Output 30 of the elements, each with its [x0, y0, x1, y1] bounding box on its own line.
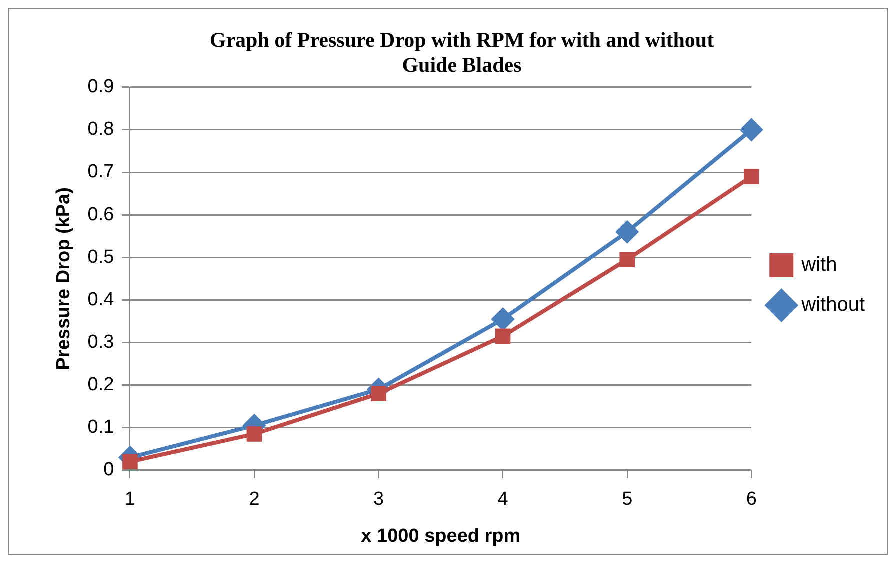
point	[246, 426, 262, 442]
point	[492, 308, 514, 330]
legend-label: with	[800, 254, 838, 276]
y-tick-label: 0.9	[88, 76, 114, 98]
x-tick-label: 5	[622, 489, 633, 510]
x-tick-label: 6	[746, 489, 757, 510]
point	[740, 118, 763, 141]
legend-label: without	[800, 294, 866, 316]
y-tick-label: 0.7	[88, 162, 114, 183]
point	[371, 386, 386, 402]
y-tick-label: 0.1	[88, 417, 114, 438]
x-tick-label: 1	[124, 489, 136, 510]
y-tick-label: 0.5	[88, 246, 114, 268]
x-tick-label: 4	[498, 489, 509, 510]
point	[122, 454, 138, 470]
y-tick-label: 0.3	[88, 332, 114, 353]
x-axis-title: x 1000 speed rpm	[361, 526, 521, 547]
y-axis-title: Pressure Drop (kPa)	[54, 188, 75, 370]
x-tick-label: 3	[373, 489, 384, 510]
y-tick-label: 0	[104, 460, 114, 481]
y-tick-label: 0.4	[88, 289, 115, 310]
y-tick-label: 0.6	[88, 204, 114, 226]
x-tick-label: 2	[249, 489, 260, 510]
chart-title: Graph of Pressure Drop with RPM for with and without Guide Blades	[210, 28, 714, 78]
point	[620, 252, 636, 268]
point	[744, 169, 760, 184]
y-tick-label: 0.8	[88, 119, 114, 140]
y-tick-label: 0.2	[88, 374, 114, 396]
point	[616, 221, 638, 244]
point	[495, 328, 511, 344]
